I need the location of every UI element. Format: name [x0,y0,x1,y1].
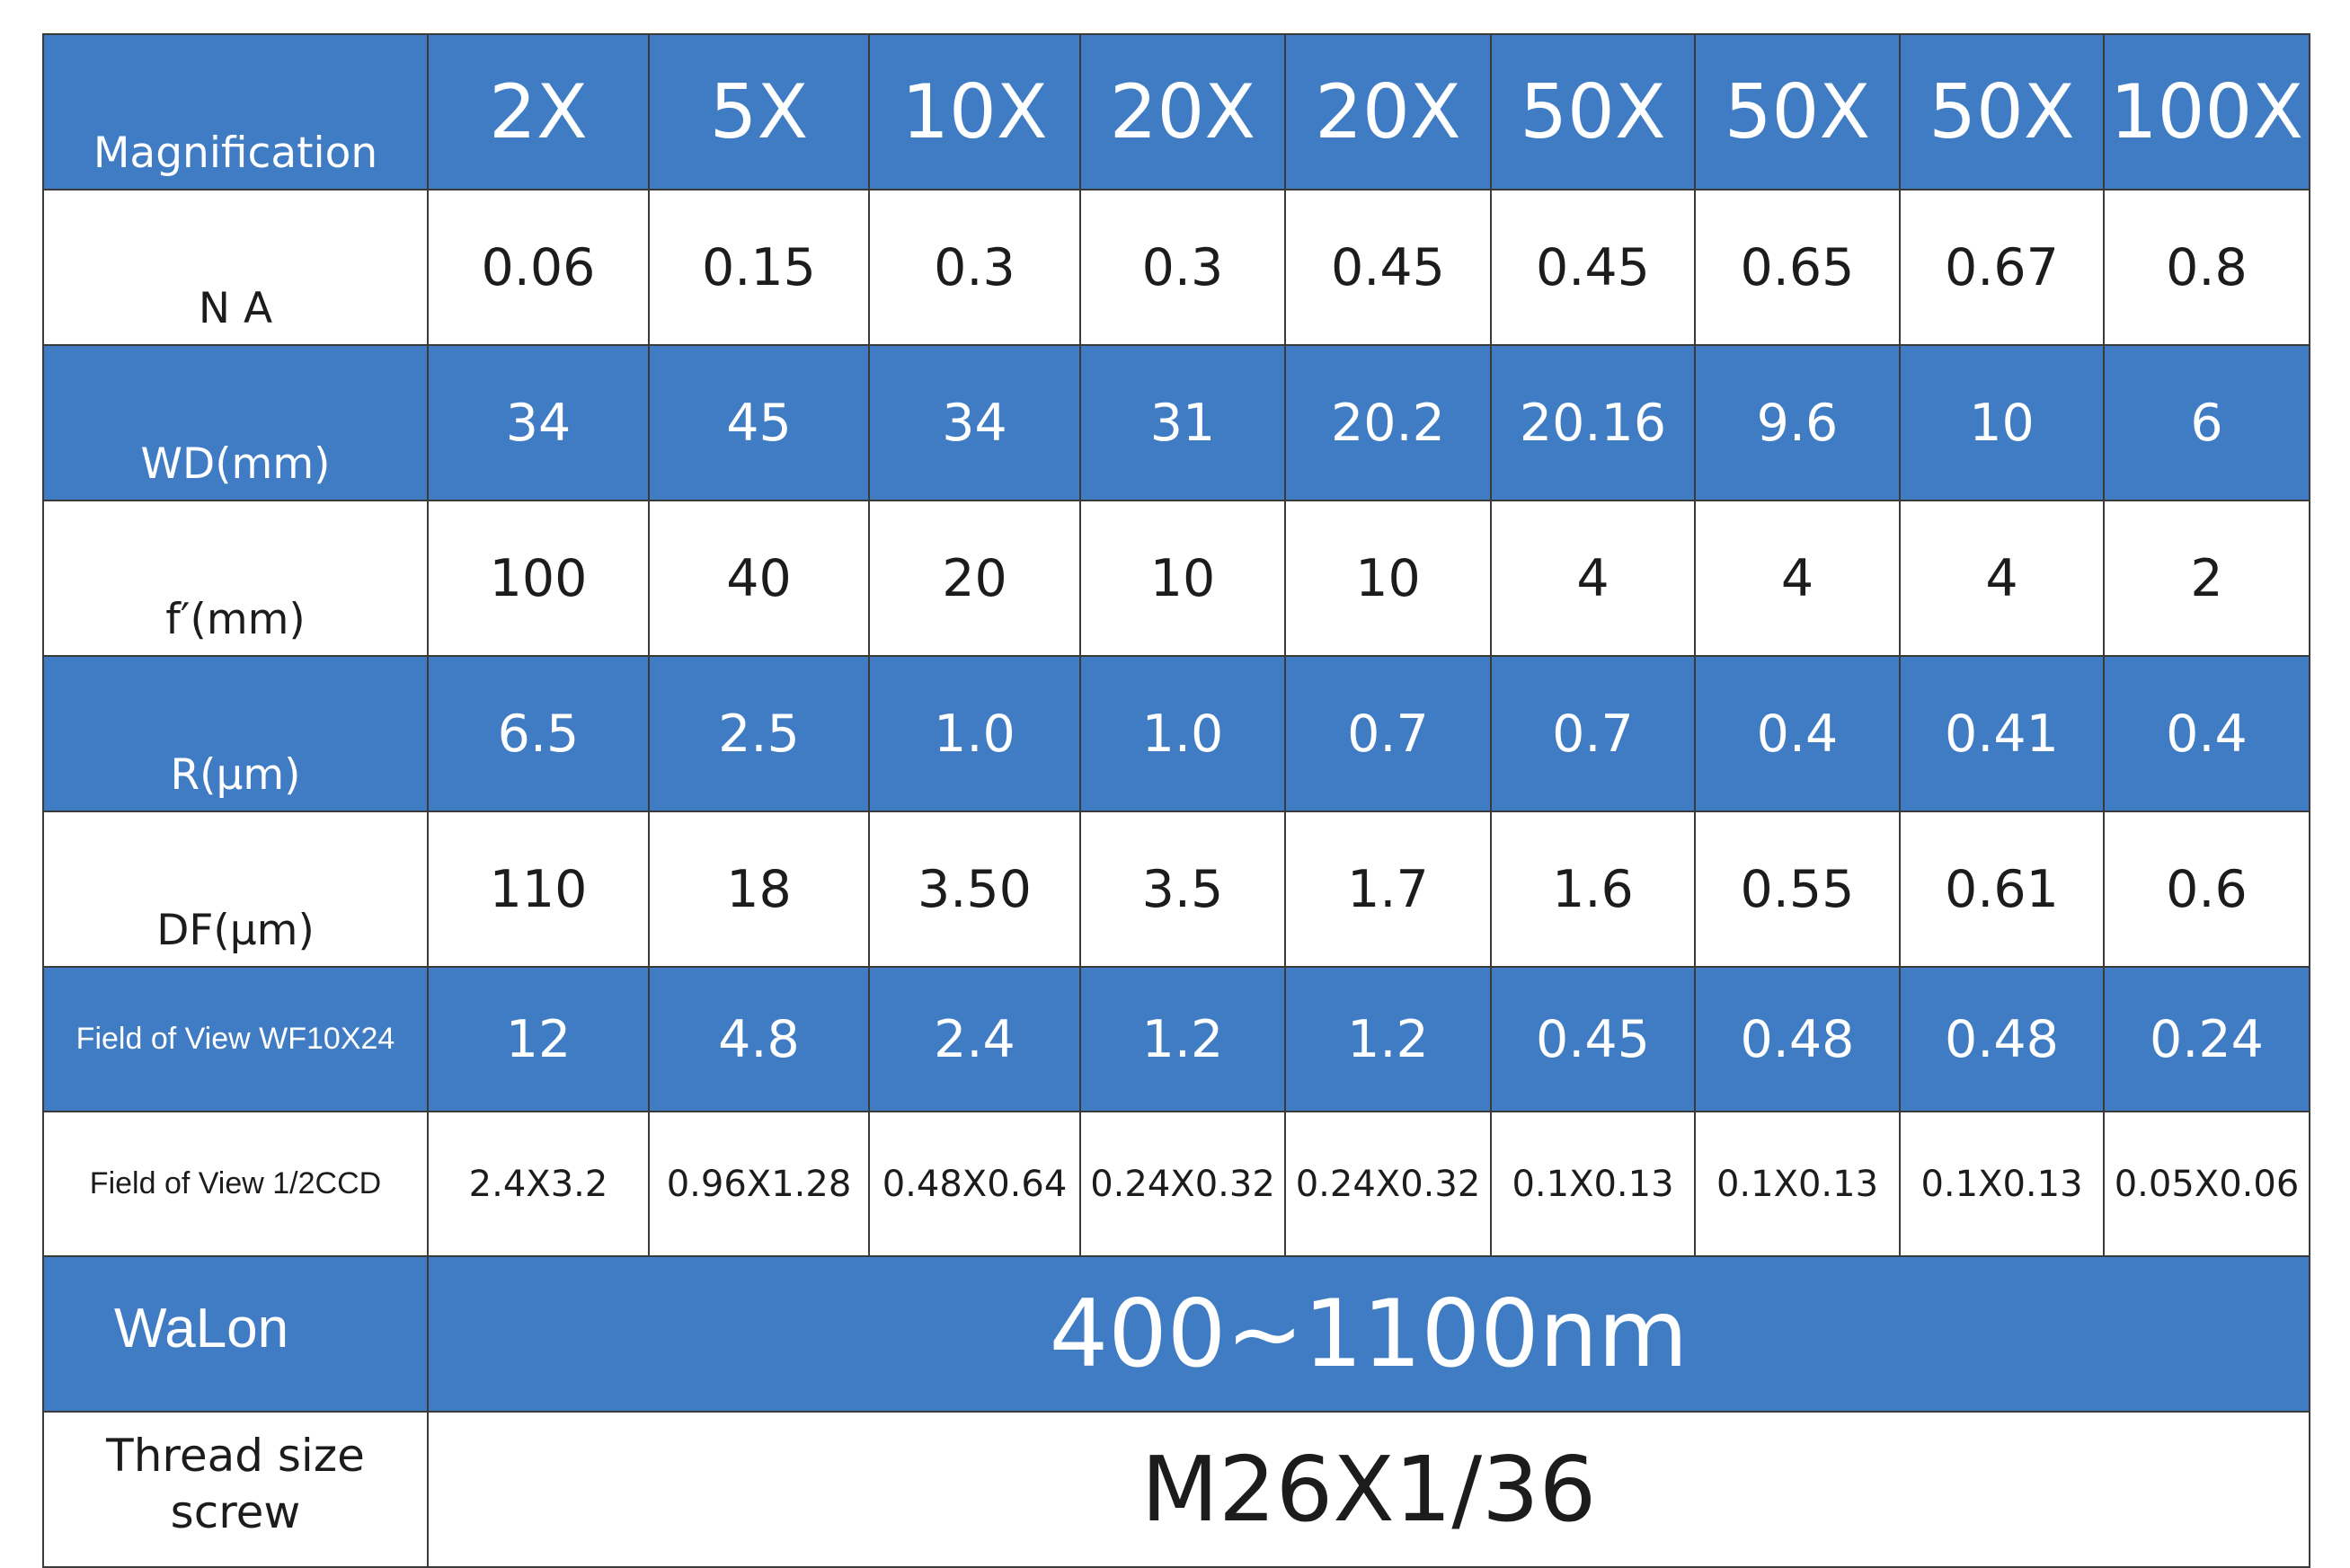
header-cell: 100X [2103,33,2310,190]
spec-cell: 2.4X3.2 [427,1111,650,1257]
spec-cell: 1.6 [1490,811,1696,968]
spec-cell: 0.8 [2103,189,2310,346]
spec-cell: 0.7 [1284,655,1492,812]
spec-cell: 6 [2103,344,2310,501]
row-label: N A [42,189,429,346]
spec-cell: 10 [1284,500,1492,657]
spec-cell: 10 [1079,500,1286,657]
spec-cell: 31 [1079,344,1286,501]
spec-cell: 1.0 [1079,655,1286,812]
spec-cell: 0.45 [1284,189,1492,346]
spec-cell: 0.41 [1899,655,2105,812]
spec-cell: 4 [1694,500,1901,657]
spec-cell: 0.67 [1899,189,2105,346]
spec-cell: 0.6 [2103,811,2310,968]
spec-cell: 0.4 [2103,655,2310,812]
label-line: Thread size [106,1429,365,1482]
spec-cell: 0.4 [1694,655,1901,812]
spec-cell: 0.24 [2103,966,2310,1112]
spec-cell: 2 [2103,500,2310,657]
spec-cell: 20.2 [1284,344,1492,501]
spec-cell: 2.4 [868,966,1081,1112]
row-label: WD(mm) [42,344,429,501]
header-row: Magnification 2X 5X 10X 20X 20X 50X 50X 50X 100X [42,33,2310,190]
page: {"table": { "header": ["Magnification", … [42,33,2310,1568]
thread-row: Thread size screw M26X1/36 [42,1411,2310,1568]
label-line: screw [170,1485,301,1538]
spec-cell: 1.7 [1284,811,1492,968]
spec-row: Field of View WF10X24 12 4.8 2.4 1.2 1.2 0.45 0… [42,966,2310,1112]
wavelength-row: WaLon 400~1100nm [42,1255,2310,1413]
row-label: Thread size screw [42,1411,429,1568]
spec-cell: 4.8 [648,966,870,1112]
spec-cell: 1.2 [1284,966,1492,1112]
spec-cell: 10 [1899,344,2105,501]
spec-table: Magnification 2X 5X 10X 20X 20X 50X 50X 50X 100X N… [42,33,2310,1568]
row-label: DF(μm) [42,811,429,968]
table-body: Magnification 2X 5X 10X 20X 20X 50X 50X 50X 100X N… [42,33,2310,1568]
spec-cell: 6.5 [427,655,650,812]
spec-row: R(μm) 6.5 2.5 1.0 1.0 0.7 0.7 0.4 0.41 0.4 [42,655,2310,812]
spec-cell: 0.15 [648,189,870,346]
row-label: Field of View WF10X24 [42,966,429,1112]
header-cell: 5X [648,33,870,190]
spec-cell: 45 [648,344,870,501]
spec-cell: 3.50 [868,811,1081,968]
spec-cell: 2.5 [648,655,870,812]
spec-cell: 18 [648,811,870,968]
row-label: Field of View 1/2CCD [42,1111,429,1257]
wavelength-value: 400~1100nm [427,1255,2310,1413]
spec-cell: 0.1X0.13 [1899,1111,2105,1257]
spec-row: WD(mm) 34 45 34 31 20.2 20.16 9.6 10 6 [42,344,2310,501]
spec-cell: 1.2 [1079,966,1286,1112]
spec-cell: 0.24X0.32 [1079,1111,1286,1257]
spec-cell: 0.96X1.28 [648,1111,870,1257]
spec-cell: 110 [427,811,650,968]
spec-cell: 0.45 [1490,189,1696,346]
spec-cell: 0.48 [1899,966,2105,1112]
spec-row: DF(μm) 110 18 3.50 3.5 1.7 1.6 0.55 0.61 0.6 [42,811,2310,968]
row-label: R(μm) [42,655,429,812]
header-cell: 50X [1694,33,1901,190]
spec-cell: 0.3 [868,189,1081,346]
spec-row: Field of View 1/2CCD 2.4X3.2 0.96X1.28 0.48… [42,1111,2310,1257]
spec-cell: 12 [427,966,650,1112]
spec-cell: 0.1X0.13 [1694,1111,1901,1257]
header-cell: 50X [1490,33,1696,190]
header-cell: 20X [1284,33,1492,190]
spec-cell: 0.05X0.06 [2103,1111,2310,1257]
header-cell: 50X [1899,33,2105,190]
header-label: Magnification [42,33,429,190]
spec-cell: 0.1X0.13 [1490,1111,1696,1257]
spec-cell: 0.06 [427,189,650,346]
spec-cell: 34 [868,344,1081,501]
spec-cell: 0.48 [1694,966,1901,1112]
spec-cell: 3.5 [1079,811,1286,968]
spec-cell: 20.16 [1490,344,1696,501]
spec-cell: 0.24X0.32 [1284,1111,1492,1257]
row-label: WaLon [42,1255,429,1413]
spec-cell: 0.45 [1490,966,1696,1112]
spec-cell: 0.3 [1079,189,1286,346]
header-cell: 2X [427,33,650,190]
header-cell: 20X [1079,33,1286,190]
spec-cell: 4 [1490,500,1696,657]
header-cell: 10X [868,33,1081,190]
spec-cell: 100 [427,500,650,657]
spec-cell: 1.0 [868,655,1081,812]
spec-cell: 40 [648,500,870,657]
spec-row: N A 0.06 0.15 0.3 0.3 0.45 0.45 0.65 0.67 0.8 [42,189,2310,346]
spec-cell: 34 [427,344,650,501]
spec-cell: 9.6 [1694,344,1901,501]
row-label: f′(mm) [42,500,429,657]
spec-cell: 4 [1899,500,2105,657]
spec-cell: 0.65 [1694,189,1901,346]
spec-cell: 0.48X0.64 [868,1111,1081,1257]
spec-row: f′(mm) 100 40 20 10 10 4 4 4 2 [42,500,2310,657]
spec-cell: 0.55 [1694,811,1901,968]
spec-cell: 0.61 [1899,811,2105,968]
spec-cell: 0.7 [1490,655,1696,812]
spec-cell: 20 [868,500,1081,657]
thread-value: M26X1/36 [427,1411,2310,1568]
